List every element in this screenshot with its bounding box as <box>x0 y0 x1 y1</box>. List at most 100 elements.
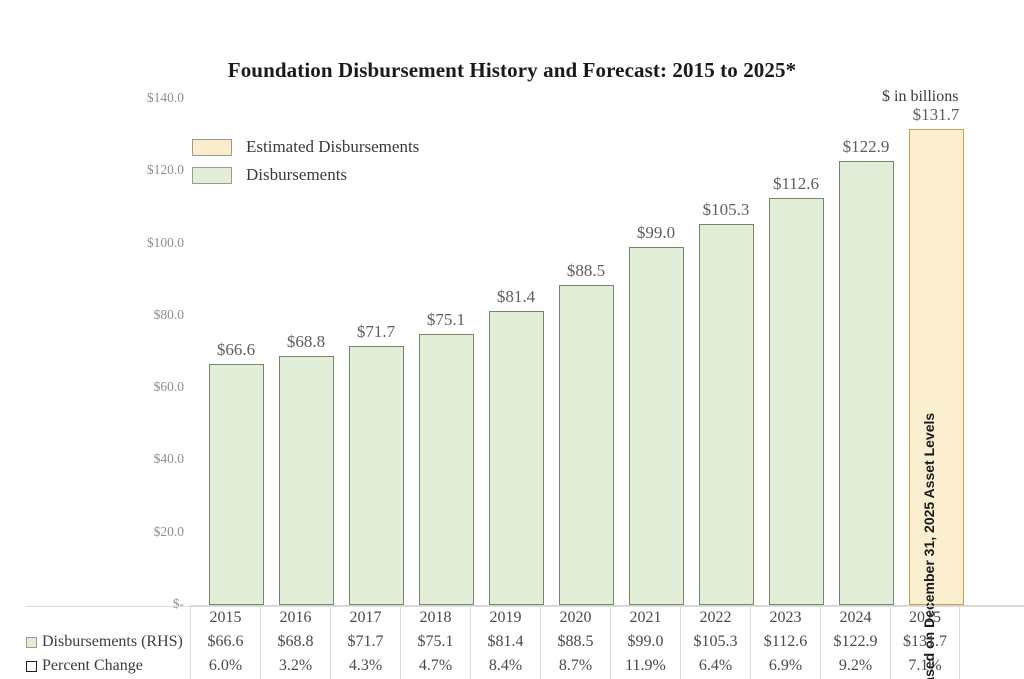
table-top-divider <box>26 606 1024 607</box>
table-cell-year: 2015 <box>209 609 242 626</box>
bar-slot: $81.4 <box>481 99 551 605</box>
table-column-2019: 2019 $81.4 8.4% <box>470 606 540 679</box>
table-cell-disbursements: $131.7 <box>903 633 947 650</box>
bar-value-label: $88.5 <box>566 261 606 281</box>
table-column-2015: 2015 $66.6 6.0% <box>190 606 260 679</box>
table-cell-year: 2023 <box>769 609 802 626</box>
green-square-icon <box>26 636 37 648</box>
bar-slot: $99.0 <box>621 99 691 605</box>
table-column-2021: 2021 $99.0 11.9% <box>610 606 680 679</box>
bar-slot: $88.5 <box>551 99 621 605</box>
plot-area: $66.6 $68.8 $71.7 $75.1 $81.4 $88.5 $99.0 $105.… <box>190 99 982 679</box>
legend-swatch-estimated-icon <box>192 138 232 156</box>
bar-slot: $71.7 <box>341 99 411 605</box>
table-column-2022: 2022 $105.3 6.4% <box>680 606 750 679</box>
bar-2024[interactable] <box>839 160 894 605</box>
bar-slot: $75.1 <box>411 99 481 605</box>
bar-2023[interactable] <box>769 198 824 605</box>
y-axis-tick-label: $60.0 <box>153 379 184 395</box>
bar-slot: $105.3 <box>691 99 761 605</box>
table-column-2016: 2016 $68.8 3.2% <box>260 606 330 679</box>
bar-slot: $122.9 <box>831 99 901 605</box>
table-cell-percent-change: 4.3% <box>348 657 383 674</box>
data-table: Disbursements (RHS) Percent Change 2015 $… <box>0 606 1024 679</box>
table-cell-percent-change: 3.2% <box>278 657 313 674</box>
bar-2015[interactable] <box>209 364 264 605</box>
bar-value-label: $66.6 <box>216 340 256 360</box>
table-cell-percent-change: 6.9% <box>768 657 803 674</box>
table-cell-disbursements: $122.9 <box>833 633 878 650</box>
bar-value-label: $71.7 <box>356 321 396 341</box>
table-cell-percent-change: 9.2% <box>838 657 873 674</box>
table-cell-percent-change: 6.4% <box>698 657 733 674</box>
table-cell-percent-change: 11.9% <box>625 657 666 674</box>
bar-value-label: $75.1 <box>426 309 466 329</box>
table-cell-disbursements: $112.6 <box>763 633 808 650</box>
table-column-2023: 2023 $112.6 6.9% <box>750 606 820 679</box>
chart-legend: Estimated Disbursements Disbursements <box>192 135 419 191</box>
legend-item-disbursements: Disbursements <box>192 163 419 187</box>
row-label-percent-change: Percent Change <box>26 654 191 678</box>
bar-slot: Projected: Based on December 31, 2025 As… <box>901 99 971 679</box>
table-cell-disbursements: $68.8 <box>277 633 314 650</box>
bar-value-label: $122.9 <box>842 136 890 156</box>
row-label-disbursements-text: Disbursements (RHS) <box>42 633 183 650</box>
legend-label-estimated: Estimated Disbursements <box>246 137 420 156</box>
table-cell-percent-change: 4.7% <box>418 657 453 674</box>
x-axis-baseline <box>190 605 1024 606</box>
bar-value-label: $131.7 <box>912 105 960 124</box>
bar-2020[interactable] <box>559 285 614 605</box>
table-cell-disbursements: $105.3 <box>693 633 738 650</box>
y-axis-tick-label: $100.0 <box>146 234 184 250</box>
units-note: $ in billions <box>882 88 959 105</box>
table-cell-year: 2018 <box>419 609 452 626</box>
bar-2019[interactable] <box>489 310 544 605</box>
table-cell-disbursements: $88.5 <box>557 633 594 650</box>
table-cell-year: 2019 <box>489 609 522 626</box>
legend-swatch-disbursements-icon <box>192 166 232 184</box>
table-cell-disbursements: $99.0 <box>627 633 664 650</box>
y-axis-tick-label: $80.0 <box>153 306 184 322</box>
bar-value-label: $105.3 <box>702 200 750 220</box>
y-axis-tick-label: $120.0 <box>146 162 184 178</box>
bar-2017[interactable] <box>349 345 404 605</box>
table-cell-disbursements: $66.6 <box>207 633 244 650</box>
bar-2021[interactable] <box>629 247 684 605</box>
table-column-2020: 2020 $88.5 8.7% <box>540 606 610 679</box>
table-cell-percent-change: 7.1% <box>908 657 942 674</box>
row-label-disbursements: Disbursements (RHS) <box>26 630 191 654</box>
bar-2025[interactable]: Projected: Based on December 31, 2025 As… <box>909 129 964 679</box>
table-cell-year: 2022 <box>699 609 732 626</box>
bar-2022[interactable] <box>699 224 754 605</box>
table-cell-year: 2024 <box>839 609 872 626</box>
y-axis-tick-label: $20.0 <box>153 523 184 539</box>
table-cell-disbursements: $81.4 <box>487 633 524 650</box>
bar-slot: $68.8 <box>271 99 341 605</box>
row-label-percent-change-text: Percent Change <box>42 657 143 674</box>
table-column-2017: 2017 $71.7 4.3% <box>330 606 400 679</box>
y-axis-tick-label: $140.0 <box>146 90 184 105</box>
table-cell-disbursements: $71.7 <box>347 633 384 650</box>
bar-slot: $112.6 <box>761 99 831 605</box>
table-column-2018: 2018 $75.1 4.7% <box>400 606 470 679</box>
y-axis-tick-label: $40.0 <box>153 451 184 467</box>
bar-value-label: $99.0 <box>636 223 676 243</box>
legend-label-disbursements: Disbursements <box>246 165 348 184</box>
table-cell-disbursements: $75.1 <box>417 633 454 650</box>
table-cell-year: 2025 <box>909 609 941 626</box>
y-axis-tick-label: $- <box>172 596 184 611</box>
table-cell-percent-change: 8.7% <box>558 657 593 674</box>
table-cell-percent-change: 8.4% <box>488 657 523 674</box>
bar-value-label: $112.6 <box>772 174 820 194</box>
white-square-icon <box>26 660 37 672</box>
table-row-labels: Disbursements (RHS) Percent Change <box>26 630 191 678</box>
bar-2018[interactable] <box>419 333 474 605</box>
bar-slot: $66.6 <box>201 99 271 605</box>
bar-value-label: $81.4 <box>496 286 536 306</box>
table-column-2024: 2024 $122.9 9.2% <box>820 606 890 679</box>
bar-value-label: $68.8 <box>286 332 326 352</box>
bar-2016[interactable] <box>279 356 334 605</box>
page-title: Foundation Disbursement History and Fore… <box>227 58 797 82</box>
table-cell-percent-change: 6.0% <box>208 657 243 674</box>
